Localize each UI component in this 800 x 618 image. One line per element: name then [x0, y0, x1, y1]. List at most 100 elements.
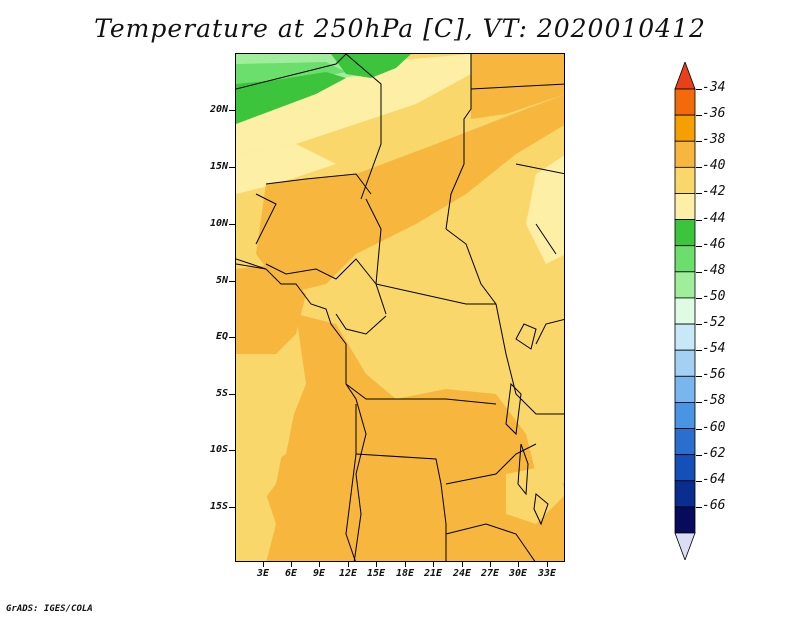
colorbar-tick	[696, 428, 702, 430]
lon-label-12e: 12E	[338, 568, 358, 579]
lon-tick-21e	[433, 562, 434, 567]
coastline	[236, 258, 367, 561]
colorbar-segment	[674, 402, 696, 429]
colorbar-segment	[674, 349, 696, 377]
field-minus38-diagonal	[256, 94, 564, 294]
colorbar-segment	[674, 245, 696, 273]
colorbar-segment	[674, 271, 696, 299]
lat-label-10n: 10N	[209, 218, 228, 229]
colorbar-label: -60	[702, 419, 726, 435]
colorbar-tick	[696, 350, 702, 352]
lat-tick-15n	[229, 167, 235, 168]
colorbar	[674, 62, 696, 560]
lon-label-24e: 24E	[452, 568, 472, 579]
colorbar-tick	[696, 141, 702, 143]
lon-tick-27e	[490, 562, 491, 567]
colorbar-label: -36	[702, 106, 726, 122]
lat-label-5s: 5S	[215, 388, 228, 399]
lat-tick-20n	[229, 110, 235, 111]
colorbar-label: -50	[702, 288, 726, 304]
colorbar-label: -46	[702, 236, 726, 252]
lon-label-27e: 27E	[480, 568, 500, 579]
colorbar-label: -40	[702, 158, 726, 174]
lat-label-10s: 10S	[209, 444, 228, 455]
lon-label-21e: 21E	[423, 568, 443, 579]
colorbar-label: -52	[702, 315, 726, 331]
colorbar-segment	[674, 297, 696, 325]
field-minus40-se-pocket	[506, 464, 564, 524]
field-minus44-north-east	[331, 54, 411, 78]
colorbar-label: -48	[702, 262, 726, 278]
colorbar-label: -44	[702, 210, 726, 226]
colorbar-tick	[696, 402, 702, 404]
colorbar-tick	[696, 480, 702, 482]
lon-tick-15e	[376, 562, 377, 567]
colorbar-segment	[674, 454, 696, 482]
lakes	[505, 323, 549, 526]
lon-tick-9e	[319, 562, 320, 567]
colorbar-segment	[674, 88, 696, 116]
field-minus40-sw-pocket	[236, 494, 276, 561]
lon-tick-24e	[462, 562, 463, 567]
credit-text: GrADS: IGES/COLA	[6, 604, 93, 614]
colorbar-tick	[696, 193, 702, 195]
colorbar-label: -56	[702, 367, 726, 383]
country-borders	[236, 54, 564, 561]
colorbar-bottom-arrow	[674, 532, 696, 560]
colorbar-top-arrow	[674, 62, 696, 90]
lat-label-20n: 20N	[209, 104, 228, 115]
colorbar-tick	[696, 115, 702, 117]
colorbar-tick	[696, 297, 702, 299]
colorbar-segment	[674, 323, 696, 351]
colorbar-tick	[696, 245, 702, 247]
chart-title: Temperature at 250hPa [C], VT: 202001041…	[94, 14, 706, 43]
lon-tick-6e	[291, 562, 292, 567]
field-minus38-west	[236, 264, 306, 354]
colorbar-label: -34	[702, 80, 726, 95]
colorbar-label: -42	[702, 184, 726, 200]
lon-tick-18e	[405, 562, 406, 567]
field-minus40-south-pocket	[236, 364, 296, 474]
colorbar-label: -54	[702, 341, 726, 357]
field-minus42-east	[526, 155, 564, 264]
colorbar-segment	[674, 166, 696, 194]
colorbar-tick	[696, 376, 702, 378]
lon-label-15e: 15E	[366, 568, 386, 579]
colorbar-segment	[674, 140, 696, 168]
lon-tick-3e	[263, 562, 264, 567]
lat-label-eq: EQ	[215, 331, 228, 342]
colorbar-segment	[674, 114, 696, 142]
temperature-map	[236, 54, 564, 561]
lon-label-6e: 6E	[284, 568, 298, 579]
lon-label-18e: 18E	[395, 568, 415, 579]
colorbar-segment	[674, 193, 696, 220]
colorbar-tick	[696, 219, 702, 221]
lat-tick-5s	[229, 394, 235, 395]
colorbar-segment	[674, 219, 696, 247]
colorbar-tick	[696, 454, 702, 456]
lon-tick-30e	[518, 562, 519, 567]
lat-tick-eq	[229, 337, 235, 338]
field-minus38-south	[246, 314, 564, 561]
lon-tick-12e	[348, 562, 349, 567]
lat-label-15n: 15N	[209, 161, 228, 172]
colorbar-tick	[696, 89, 702, 90]
lat-label-15s: 15S	[209, 501, 228, 512]
field-minus42-west-band	[236, 144, 336, 194]
lat-tick-10n	[229, 224, 235, 225]
lat-tick-10s	[229, 450, 235, 451]
colorbar-tick	[696, 271, 702, 273]
colorbar-label: -64	[702, 471, 726, 487]
lon-label-3e: 3E	[256, 568, 270, 579]
colorbar-tick	[696, 167, 702, 169]
colorbar-tick	[696, 506, 702, 508]
colorbar-segment	[674, 480, 696, 508]
lat-tick-15s	[229, 507, 235, 508]
lon-tick-33e	[547, 562, 548, 567]
map-panel	[235, 53, 565, 562]
lon-label-33e: 33E	[537, 568, 557, 579]
colorbar-tick	[696, 324, 702, 326]
colorbar-label: -38	[702, 132, 726, 148]
colorbar-segment	[674, 428, 696, 456]
lat-label-5n: 5N	[215, 275, 228, 286]
